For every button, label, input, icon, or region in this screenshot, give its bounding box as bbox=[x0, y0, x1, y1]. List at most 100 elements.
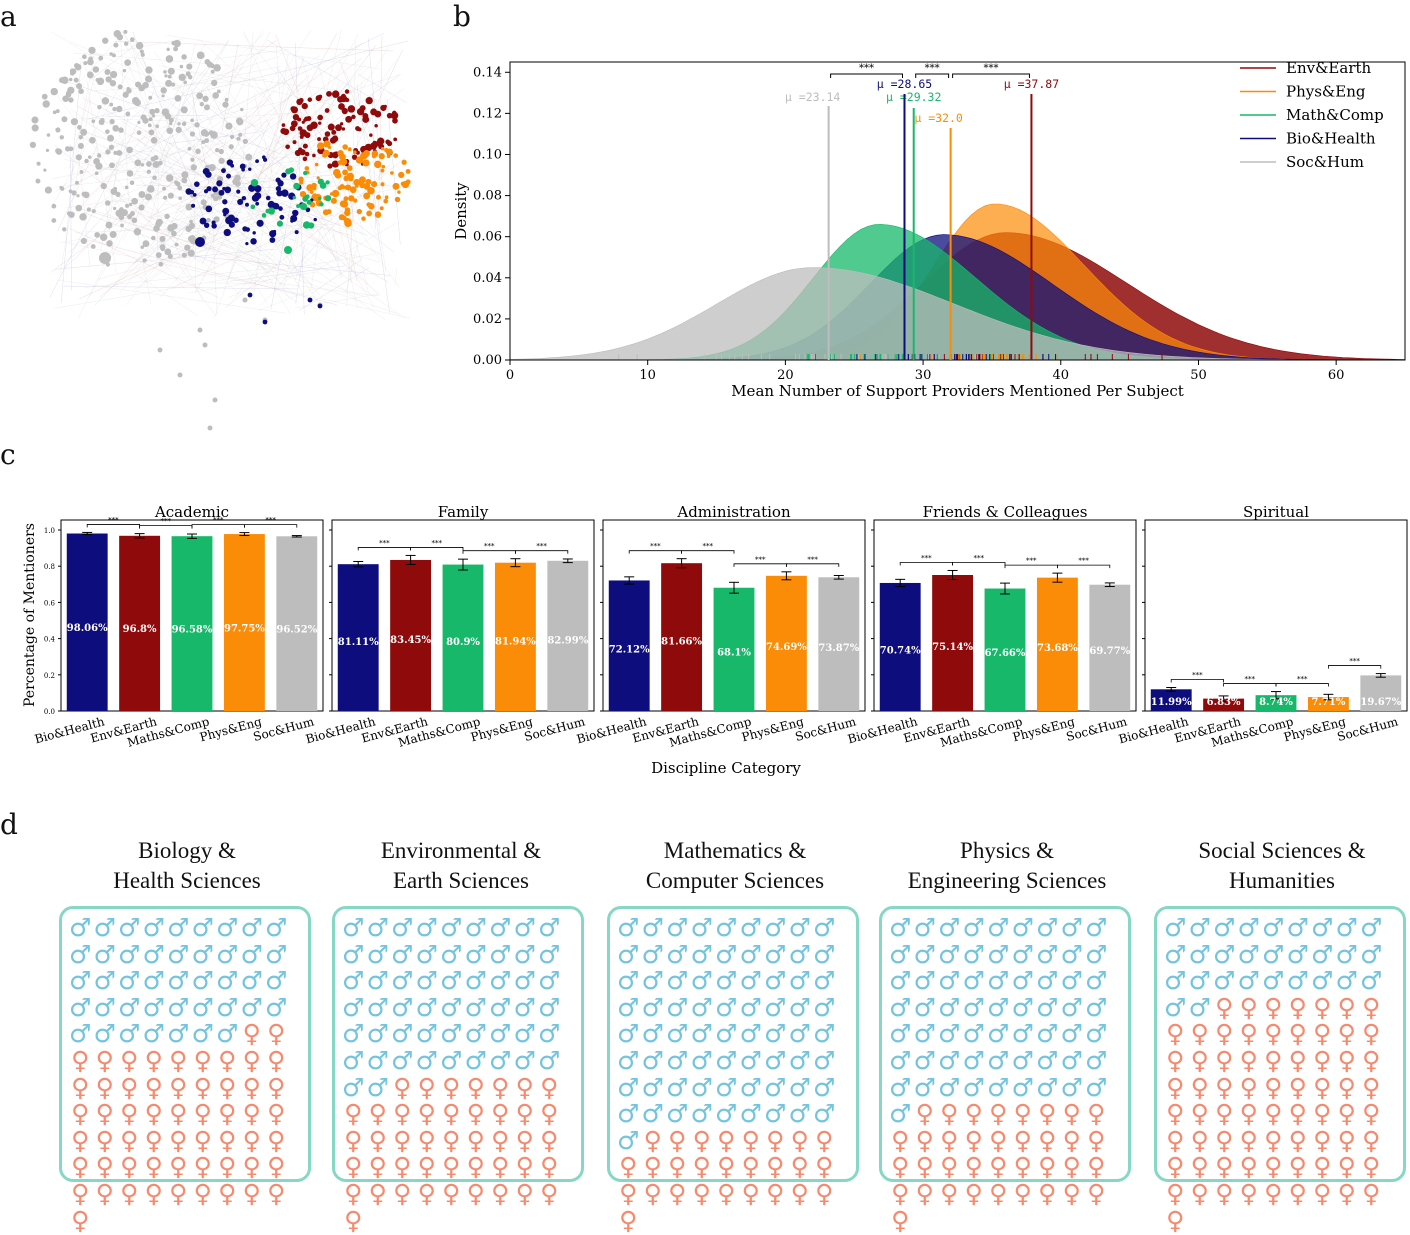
male-icon: ♂ bbox=[1188, 915, 1213, 942]
male-icon: ♂ bbox=[264, 942, 289, 969]
female-icon: ♀ bbox=[937, 1128, 962, 1155]
male-icon: ♂ bbox=[1212, 915, 1237, 942]
male-icon: ♂ bbox=[1060, 1048, 1085, 1075]
y-tick-label: 0.6 bbox=[44, 599, 56, 607]
sig-label: *** bbox=[650, 543, 661, 551]
female-icon: ♀ bbox=[215, 1154, 240, 1181]
female-icon: ♀ bbox=[1188, 1101, 1213, 1128]
female-icon: ♀ bbox=[1359, 1181, 1384, 1208]
male-icon: ♂ bbox=[888, 1048, 913, 1075]
female-icon: ♀ bbox=[1310, 995, 1335, 1022]
male-icon: ♂ bbox=[714, 1075, 739, 1102]
waffle-title: Social Sciences &Humanities bbox=[1147, 836, 1410, 896]
female-icon: ♀ bbox=[714, 1181, 739, 1208]
subplot-title: Family bbox=[438, 503, 489, 521]
male-icon: ♂ bbox=[1035, 968, 1060, 995]
female-icon: ♀ bbox=[215, 1048, 240, 1075]
male-icon: ♂ bbox=[616, 942, 641, 969]
female-icon: ♀ bbox=[937, 1154, 962, 1181]
female-icon: ♀ bbox=[366, 1101, 391, 1128]
male-icon: ♂ bbox=[913, 968, 938, 995]
sig-bracket bbox=[1171, 679, 1223, 682]
male-icon: ♂ bbox=[888, 1021, 913, 1048]
male-icon: ♂ bbox=[812, 1048, 837, 1075]
female-icon: ♀ bbox=[1310, 1021, 1335, 1048]
sig-bracket bbox=[515, 551, 567, 554]
female-icon: ♀ bbox=[1310, 1128, 1335, 1155]
female-icon: ♀ bbox=[888, 1128, 913, 1155]
female-icon: ♀ bbox=[341, 1154, 366, 1181]
male-icon: ♂ bbox=[537, 995, 562, 1022]
female-icon: ♀ bbox=[962, 1128, 987, 1155]
female-icon: ♀ bbox=[464, 1181, 489, 1208]
y-tick-label: 0.10 bbox=[473, 147, 502, 162]
waffle-title-line2: Earth Sciences bbox=[326, 866, 596, 896]
female-icon: ♀ bbox=[513, 1154, 538, 1181]
sig-label: *** bbox=[984, 63, 999, 74]
female-icon: ♀ bbox=[537, 1181, 562, 1208]
female-icon: ♀ bbox=[117, 1181, 142, 1208]
male-icon: ♂ bbox=[1212, 968, 1237, 995]
female-icon: ♀ bbox=[1261, 1048, 1286, 1075]
bar-value-label: 68.1% bbox=[717, 648, 751, 659]
legend-label-math: Math&Comp bbox=[1286, 106, 1384, 124]
male-icon: ♂ bbox=[488, 968, 513, 995]
male-icon: ♂ bbox=[390, 1048, 415, 1075]
bar-value-label: 19.67% bbox=[1360, 697, 1401, 708]
female-icon: ♀ bbox=[240, 1154, 265, 1181]
mean-label-bio: μ =28.65 bbox=[877, 77, 932, 91]
male-icon: ♂ bbox=[913, 1075, 938, 1102]
male-icon: ♂ bbox=[415, 995, 440, 1022]
male-icon: ♂ bbox=[1035, 995, 1060, 1022]
male-icon: ♂ bbox=[166, 942, 191, 969]
male-icon: ♂ bbox=[93, 942, 118, 969]
bar-value-label: 7.71% bbox=[1311, 697, 1345, 708]
male-icon: ♂ bbox=[986, 1021, 1011, 1048]
female-icon: ♀ bbox=[390, 1101, 415, 1128]
y-tick-label: 0.12 bbox=[473, 106, 502, 121]
female-icon: ♀ bbox=[191, 1075, 216, 1102]
waffle-title-line2: Humanities bbox=[1147, 866, 1410, 896]
female-icon: ♀ bbox=[1212, 1128, 1237, 1155]
male-icon: ♂ bbox=[415, 915, 440, 942]
male-icon: ♂ bbox=[1011, 968, 1036, 995]
male-icon: ♂ bbox=[464, 995, 489, 1022]
female-icon: ♀ bbox=[986, 1101, 1011, 1128]
bar-value-label: 81.11% bbox=[338, 637, 379, 648]
female-icon: ♀ bbox=[1212, 1154, 1237, 1181]
female-icon: ♀ bbox=[415, 1154, 440, 1181]
male-icon: ♂ bbox=[763, 968, 788, 995]
female-icon: ♀ bbox=[1261, 1154, 1286, 1181]
sig-label: *** bbox=[921, 554, 932, 562]
female-icon: ♀ bbox=[986, 1128, 1011, 1155]
y-tick-label: 0.02 bbox=[473, 312, 502, 327]
female-icon: ♀ bbox=[1188, 1128, 1213, 1155]
male-icon: ♂ bbox=[714, 1048, 739, 1075]
male-icon: ♂ bbox=[788, 1075, 813, 1102]
male-icon: ♂ bbox=[240, 915, 265, 942]
female-icon: ♀ bbox=[641, 1128, 666, 1155]
female-icon: ♀ bbox=[913, 1128, 938, 1155]
male-icon: ♂ bbox=[117, 995, 142, 1022]
male-icon: ♂ bbox=[714, 1101, 739, 1128]
female-icon: ♀ bbox=[191, 1048, 216, 1075]
waffle-title-line1: Environmental & bbox=[326, 836, 596, 866]
female-icon: ♀ bbox=[714, 1128, 739, 1155]
male-icon: ♂ bbox=[537, 1048, 562, 1075]
sig-bracket bbox=[734, 564, 786, 567]
female-icon: ♀ bbox=[1286, 1154, 1311, 1181]
x-tick-label: 10 bbox=[639, 368, 656, 383]
waffle-title: Biology &Health Sciences bbox=[52, 836, 322, 896]
male-icon: ♂ bbox=[439, 1048, 464, 1075]
sig-label: *** bbox=[703, 543, 714, 551]
female-icon: ♀ bbox=[913, 1181, 938, 1208]
female-icon: ♀ bbox=[763, 1181, 788, 1208]
y-axis-label: Percentage of Mentioners bbox=[22, 523, 38, 707]
female-icon: ♀ bbox=[788, 1181, 813, 1208]
female-icon: ♀ bbox=[1084, 1101, 1109, 1128]
female-icon: ♀ bbox=[1261, 1075, 1286, 1102]
female-icon: ♀ bbox=[240, 1021, 265, 1048]
male-icon: ♂ bbox=[690, 995, 715, 1022]
female-icon: ♀ bbox=[1286, 1021, 1311, 1048]
bar-value-label: 69.77% bbox=[1089, 646, 1130, 657]
